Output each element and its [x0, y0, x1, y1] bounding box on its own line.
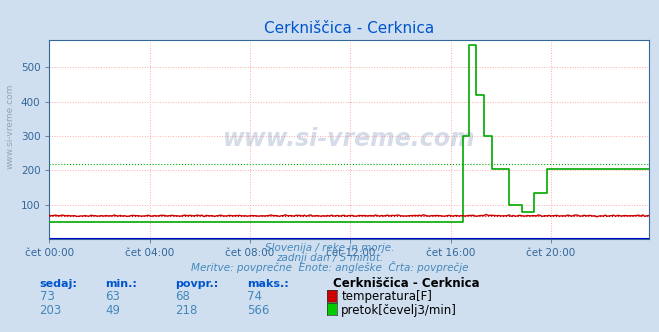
Text: 218: 218 [175, 304, 197, 317]
Text: Slovenija / reke in morje.: Slovenija / reke in morje. [265, 243, 394, 253]
Text: min.:: min.: [105, 279, 137, 289]
Text: Meritve: povprečne  Enote: angleške  Črta: povprečje: Meritve: povprečne Enote: angleške Črta:… [190, 261, 469, 273]
Text: 566: 566 [247, 304, 270, 317]
Text: 74: 74 [247, 290, 262, 303]
Text: 63: 63 [105, 290, 121, 303]
Text: www.si-vreme.com: www.si-vreme.com [5, 83, 14, 169]
Text: Cerkniščica - Cerknica: Cerkniščica - Cerknica [333, 277, 479, 290]
Title: Cerkniščica - Cerknica: Cerkniščica - Cerknica [264, 21, 434, 36]
Text: 203: 203 [40, 304, 62, 317]
Text: 49: 49 [105, 304, 121, 317]
Text: 68: 68 [175, 290, 190, 303]
Text: pretok[čevelj3/min]: pretok[čevelj3/min] [341, 304, 457, 317]
Text: zadnji dan / 5 minut.: zadnji dan / 5 minut. [276, 253, 383, 263]
Text: sedaj:: sedaj: [40, 279, 77, 289]
Text: 73: 73 [40, 290, 55, 303]
Text: www.si-vreme.com: www.si-vreme.com [223, 127, 476, 151]
Text: temperatura[F]: temperatura[F] [341, 290, 432, 303]
Text: maks.:: maks.: [247, 279, 289, 289]
Text: povpr.:: povpr.: [175, 279, 218, 289]
